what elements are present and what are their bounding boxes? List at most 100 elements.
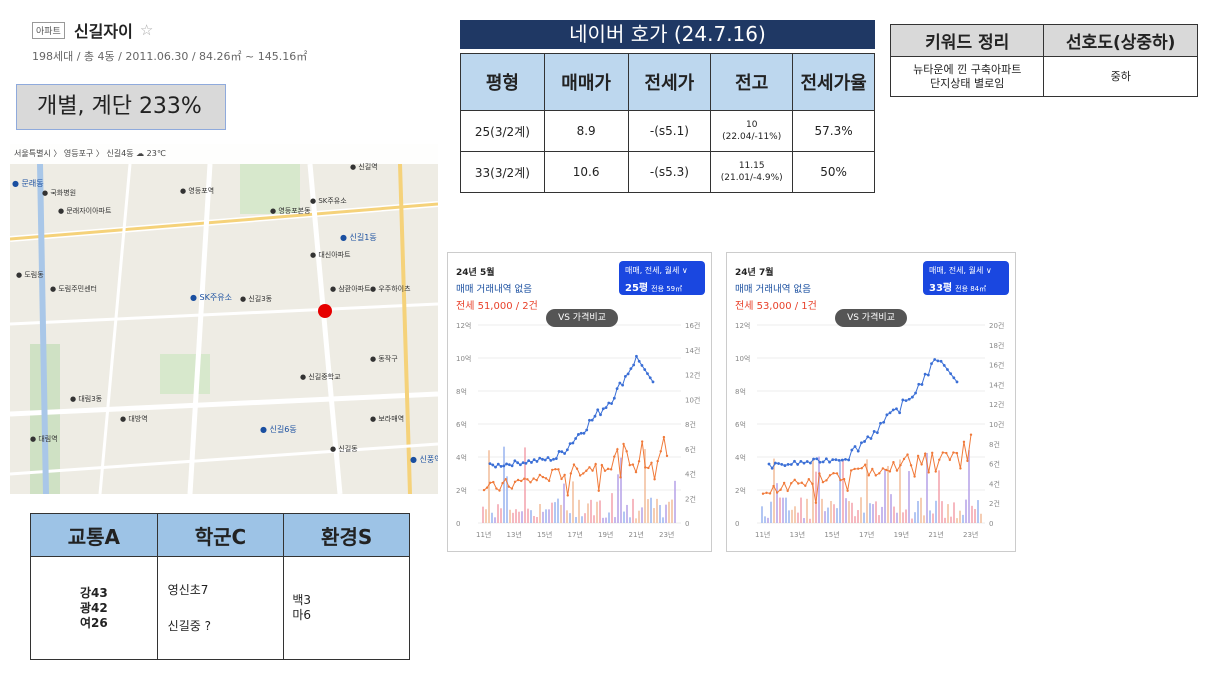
- env-mart: 마6: [292, 608, 311, 622]
- star-icon[interactable]: ☆: [139, 21, 154, 39]
- volume-bar: [518, 511, 520, 523]
- volume-bar: [608, 512, 610, 523]
- volume-bar: [557, 498, 559, 523]
- environment-scores: 백3 마6: [283, 556, 410, 660]
- volume-bar: [881, 506, 883, 523]
- jeonse-line: [483, 436, 668, 496]
- volume-bar: [974, 509, 976, 523]
- x-tick-label: 17년: [859, 530, 874, 539]
- cell-type: 33(3/2계): [460, 151, 545, 193]
- x-tick-label: 19년: [598, 530, 613, 539]
- chart-jeonse: 전세 51,000 / 2건: [456, 301, 538, 312]
- volume-bar: [521, 511, 523, 523]
- volume-bar: [821, 498, 823, 523]
- volume-bar: [941, 501, 943, 523]
- volume-bar: [632, 498, 634, 523]
- keyword-summary-line1: 뉴타운에 낀 구축아파트: [913, 62, 1022, 76]
- pyeong-value: 33평: [929, 283, 953, 294]
- volume-bar: [956, 518, 958, 523]
- location-map[interactable]: 서울특별시 〉 영등포구 〉 신길4동 ☁ 23℃ ● 문래동 ● 국화병원 ● 문…: [10, 144, 438, 494]
- volume-bar: [566, 510, 568, 523]
- y-tick-label: 4억: [456, 454, 467, 462]
- map-label: ● 도림주민센터: [50, 285, 97, 293]
- apartment-name: 신길자이: [73, 22, 133, 41]
- y2-tick-label: 8건: [989, 440, 1000, 449]
- cell-rate: 57.3%: [792, 110, 875, 152]
- volume-bar: [809, 518, 811, 523]
- y-tick-label: 6억: [735, 421, 746, 429]
- map-label: ● 대신아파트: [310, 251, 351, 259]
- col-header-school: 학군C: [156, 513, 285, 557]
- volume-bar: [770, 501, 772, 523]
- map-label: ● 대방역: [120, 415, 148, 423]
- cell-rate: 50%: [792, 151, 875, 193]
- sale-line: [489, 354, 654, 468]
- deal-type-dropdown[interactable]: 매매, 전세, 월세 ∨ 33평 전용 84㎡: [923, 261, 1009, 295]
- env-department: 백3: [292, 593, 311, 607]
- y-tick-label: 10억: [456, 355, 471, 363]
- y2-tick-label: 12건: [989, 400, 1004, 409]
- map-label: ● 신길3동: [240, 295, 273, 303]
- transport-yeouido: 여26: [79, 615, 108, 630]
- volume-bar: [548, 509, 550, 523]
- area-value: 전용 84㎡: [955, 285, 987, 293]
- volume-bar: [779, 497, 781, 523]
- compare-button[interactable]: VS 가격비교: [835, 309, 907, 327]
- volume-bar: [953, 502, 955, 523]
- volume-bar: [509, 509, 511, 523]
- col-header-keyword: 키워드 정리: [889, 24, 1045, 57]
- y-tick-label: 0: [735, 520, 739, 528]
- volume-bar: [527, 508, 529, 523]
- map-label: ● 국화병원: [42, 189, 77, 197]
- volume-bar: [824, 511, 826, 523]
- y2-tick-label: 4건: [989, 479, 1000, 488]
- y2-tick-label: 0: [685, 520, 689, 528]
- volume-bar: [542, 511, 544, 523]
- map-label: ● 문래동: [12, 179, 44, 188]
- score-table: 교통A 학군C 환경S 강43 광42 여26 영신초7 신길중 ? 백3 마6: [30, 513, 410, 660]
- keyword-summary-line2: 단지상태 별로임: [930, 76, 1005, 90]
- volume-bar: [908, 471, 910, 523]
- volume-bar: [626, 504, 628, 523]
- map-label: ● 신풍역: [410, 455, 438, 464]
- y2-tick-label: 16건: [989, 361, 1004, 370]
- volume-bar: [854, 516, 856, 523]
- volume-bar: [965, 499, 967, 523]
- y-tick-label: 2억: [735, 487, 746, 495]
- cell-high: 10 (22.04/-11%): [710, 110, 794, 152]
- location-marker-icon[interactable]: [318, 304, 332, 318]
- volume-bar: [536, 517, 538, 523]
- compare-button[interactable]: VS 가격비교: [546, 309, 618, 327]
- y2-tick-label: 18건: [989, 341, 1004, 350]
- school-middle: 신길중 ?: [167, 619, 211, 633]
- x-tick-label: 11년: [476, 530, 491, 539]
- map-label: ● 신길1동: [340, 233, 377, 242]
- volume-bar: [596, 501, 598, 523]
- cell-type: 25(3/2계): [460, 110, 545, 152]
- y-tick-label: 12억: [735, 322, 750, 330]
- school-elementary: 영신초7: [167, 583, 209, 597]
- volume-bar: [620, 457, 622, 523]
- volume-bar: [980, 513, 982, 523]
- volume-bar: [926, 452, 928, 523]
- deal-type-dropdown[interactable]: 매매, 전세, 월세 ∨ 25평 전용 59㎡: [619, 261, 705, 295]
- transport-scores: 강43 광42 여26: [30, 556, 158, 660]
- volume-bar: [893, 506, 895, 523]
- volume-bar: [575, 517, 577, 523]
- x-tick-label: 13년: [790, 530, 805, 539]
- dropdown-label: 매매, 전세, 월세 ∨: [929, 266, 992, 275]
- volume-bar: [935, 500, 937, 523]
- y2-tick-label: 4건: [685, 470, 696, 479]
- map-label: ● SK주유소: [190, 293, 232, 302]
- x-tick-label: 23년: [659, 530, 674, 539]
- volume-bar: [539, 504, 541, 523]
- volume-bar: [524, 447, 526, 523]
- volume-bar: [959, 510, 961, 523]
- y2-tick-label: 14건: [989, 380, 1004, 389]
- volume-bar: [494, 517, 496, 523]
- cell-sale: 8.9: [543, 110, 629, 152]
- transport-gangnam: 강43: [79, 585, 108, 600]
- x-tick-label: 21년: [928, 530, 943, 539]
- volume-bar: [650, 497, 652, 523]
- y-tick-label: 0: [456, 520, 460, 528]
